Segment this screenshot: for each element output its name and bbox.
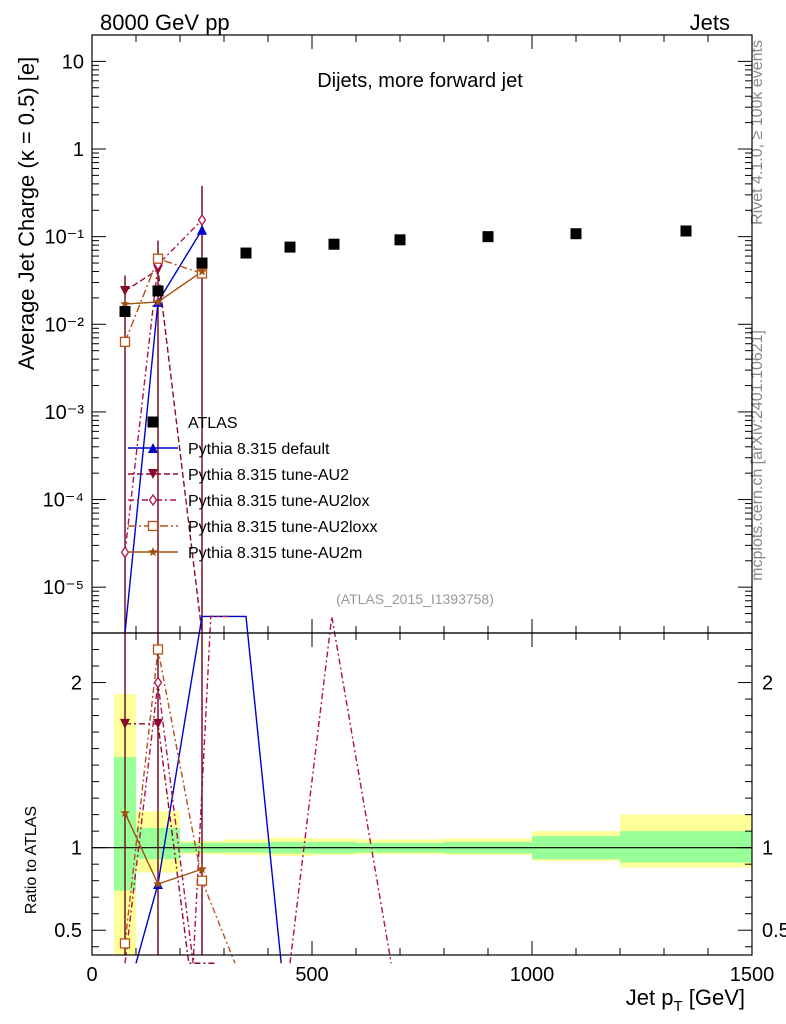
main-panel: 10⁻⁵ 10⁻⁴ 10⁻³ 10⁻² 10⁻¹ 1 10: [43, 34, 753, 634]
ratio-ylabel: Ratio to ATLAS: [23, 806, 40, 914]
legend-label: Pythia 8.315 tune-AU2: [188, 467, 349, 484]
marker-square: [284, 241, 296, 253]
ratio-xlabel: Jet pT [GeV]: [626, 985, 745, 1015]
ratio-panel: 0 500 1000 1500 0.5 0.5 1 1 2 2: [54, 615, 786, 986]
marker-star: [120, 808, 130, 817]
marker-square: [570, 228, 582, 240]
legend-label: Pythia 8.315 tune-AU2lox: [188, 493, 369, 510]
marker-square: [147, 416, 159, 428]
ytick-label: 10⁻³: [45, 402, 85, 424]
marker-diamond: [148, 493, 158, 507]
watermark: (ATLAS_2015_I1393758): [336, 591, 494, 607]
legend-label: ATLAS: [188, 415, 238, 432]
marker-triangle-down: [148, 469, 158, 479]
ytick-label: 10⁻⁴: [43, 490, 84, 512]
ratio-line-2: [124, 615, 229, 964]
marker-square: [152, 285, 164, 297]
header-left: 8000 GeV pp: [100, 10, 230, 35]
xtick-label: 500: [295, 964, 328, 986]
ratio-frame: [91, 632, 753, 956]
legend-label: Pythia 8.315 tune-AU2loxx: [188, 519, 377, 536]
marker-square-open: [147, 520, 159, 532]
ratio-ytick-label: 0.5: [54, 920, 82, 942]
ratio-line-1: [125, 723, 216, 964]
legend-label: Pythia 8.315 default: [188, 441, 330, 458]
marker-diamond: [120, 546, 130, 559]
marker-star: [153, 296, 163, 306]
ratio-line-0: [135, 615, 282, 964]
ytick-label: 10: [62, 51, 84, 73]
marker-diamond: [153, 676, 163, 689]
marker-triangle-up: [197, 224, 207, 235]
marker-square-open: [152, 253, 164, 264]
header-right: Jets: [690, 10, 730, 35]
ytick-label: 10⁻²: [45, 314, 85, 336]
side-label-top: Rivet 4.1.0, ≥ 100k events: [749, 40, 766, 225]
marker-square: [328, 238, 340, 250]
marker-star: [153, 879, 163, 888]
xtick-label: 1000: [510, 964, 555, 986]
ratio-line-4: [124, 649, 236, 964]
marker-diamond: [197, 213, 207, 227]
main-ylabel: Average Jet Charge (κ = 0.5) [e]: [14, 57, 39, 370]
marker-square: [482, 231, 494, 243]
main-line-4: [124, 257, 203, 343]
marker-square-open: [196, 875, 208, 886]
ratio-line-3: [289, 616, 392, 964]
marker-star: [148, 547, 158, 556]
marker-square: [119, 305, 131, 317]
marker-triangle-down: [120, 718, 130, 729]
ratio-ytick-label-right: 2: [762, 673, 773, 695]
legend-label: Pythia 8.315 tune-AU2m: [188, 545, 362, 562]
side-label-bottom: mcplots.cern.ch [arXiv:2401.10621]: [749, 330, 766, 581]
ytick-label: 1: [73, 139, 84, 161]
marker-square-open: [152, 644, 164, 655]
xtick-label: 1500: [730, 964, 775, 986]
marker-square: [394, 234, 406, 246]
ratio-ytick-label: 1: [71, 838, 82, 860]
ytick-label: 10⁻¹: [45, 227, 85, 249]
marker-square-open: [119, 938, 131, 949]
marker-square: [240, 247, 252, 259]
marker-triangle-down: [153, 718, 163, 729]
marker-triangle-down: [120, 285, 130, 296]
ratio-ytick-label-right: 1: [762, 838, 773, 860]
marker-star: [120, 299, 130, 309]
marker-square: [680, 225, 692, 237]
ratio-ytick-label-right: 0.5: [762, 920, 786, 942]
xtick-label: 0: [86, 964, 97, 986]
marker-square: [196, 257, 208, 269]
marker-star: [197, 864, 207, 874]
marker-star: [197, 266, 207, 276]
marker-square-open: [119, 336, 131, 348]
marker-triangle-up: [148, 443, 158, 453]
ratio-ytick-label: 2: [71, 673, 82, 695]
green-band: [620, 831, 752, 863]
ytick-label: 10⁻⁵: [43, 577, 84, 599]
legend: ATLAS Pythia 8.315 default Pythia 8.315 tu…: [128, 415, 377, 562]
main-frame: [91, 34, 753, 634]
main-title: Dijets, more forward jet: [317, 70, 523, 92]
